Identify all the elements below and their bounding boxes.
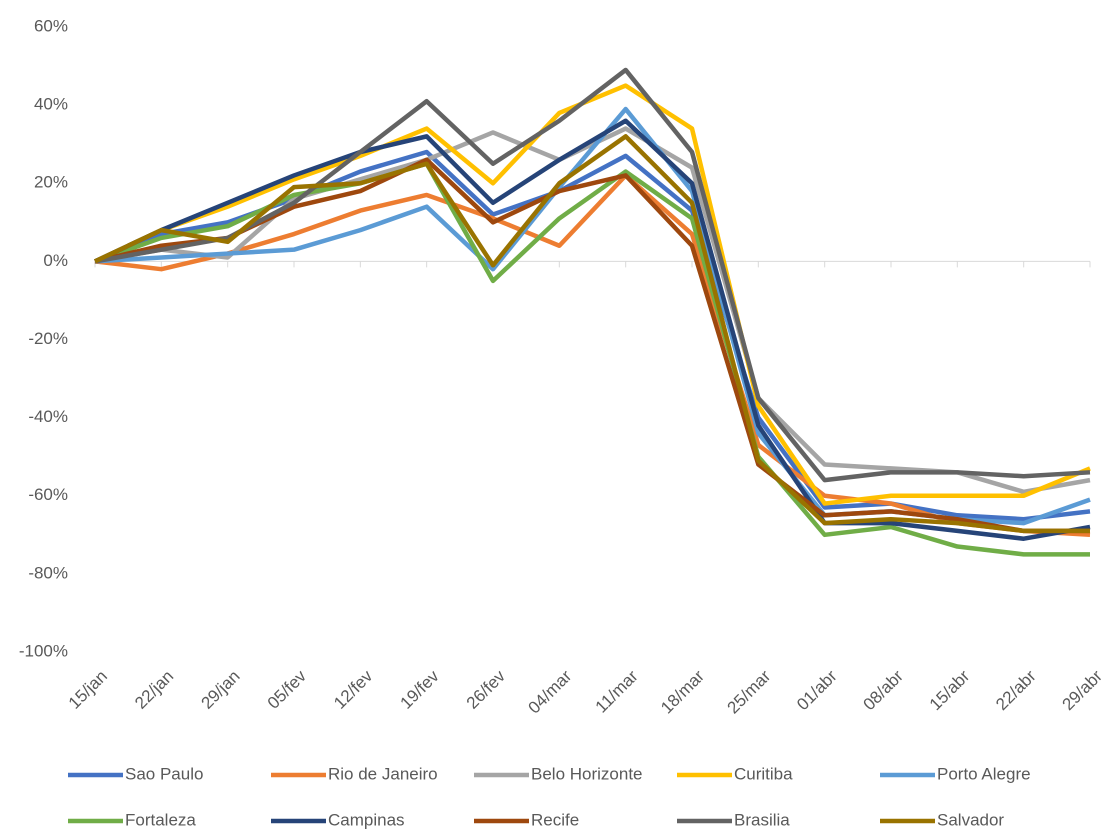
x-tick-label: 05/fev — [264, 666, 311, 713]
y-tick-label: -40% — [28, 407, 68, 426]
legend-label: Porto Alegre — [937, 764, 1031, 783]
x-tick-label: 15/jan — [65, 667, 111, 713]
x-tick-label: 22/jan — [131, 667, 177, 713]
y-tick-label: 60% — [34, 16, 68, 35]
legend-label: Salvador — [937, 810, 1004, 829]
y-tick-label: 40% — [34, 95, 68, 114]
x-tick-label: 22/abr — [992, 666, 1040, 714]
y-tick-label: -20% — [28, 329, 68, 348]
series-line — [94, 134, 1090, 534]
legend-label: Curitiba — [734, 764, 793, 783]
series-line — [94, 67, 1091, 483]
legend-label: Fortaleza — [125, 810, 196, 829]
x-tick-label: 15/abr — [926, 666, 974, 714]
y-tick-label: 20% — [34, 173, 68, 192]
x-tick-label: 25/mar — [723, 666, 774, 717]
x-tick-label: 11/mar — [592, 666, 642, 716]
legend-label: Sao Paulo — [125, 764, 203, 783]
legend-label: Campinas — [328, 810, 405, 829]
x-tick-label: 04/mar — [524, 666, 575, 717]
legend-label: Belo Horizonte — [531, 764, 643, 783]
x-tick-label: 26/fev — [463, 666, 510, 713]
legend-label: Brasilia — [734, 810, 790, 829]
legend-label: Recife — [531, 810, 579, 829]
x-tick-label: 29/abr — [1058, 666, 1106, 714]
y-tick-label: -60% — [28, 485, 68, 504]
series-line — [94, 83, 1091, 506]
y-tick-label: -80% — [28, 563, 68, 582]
series-line — [94, 161, 1090, 557]
x-tick-label: 08/abr — [859, 666, 907, 714]
x-tick-label: 12/fev — [330, 666, 377, 713]
x-tick-label: 18/mar — [657, 666, 708, 717]
series-line — [94, 118, 1091, 541]
x-tick-label: 29/jan — [197, 667, 243, 713]
x-tick-label: 19/fev — [396, 666, 443, 713]
y-tick-label: 0% — [43, 251, 68, 270]
legend-label: Rio de Janeiro — [328, 764, 438, 783]
series-line — [94, 149, 1091, 522]
x-tick-label: 01/abr — [793, 666, 841, 714]
y-tick-label: -100% — [19, 641, 68, 660]
